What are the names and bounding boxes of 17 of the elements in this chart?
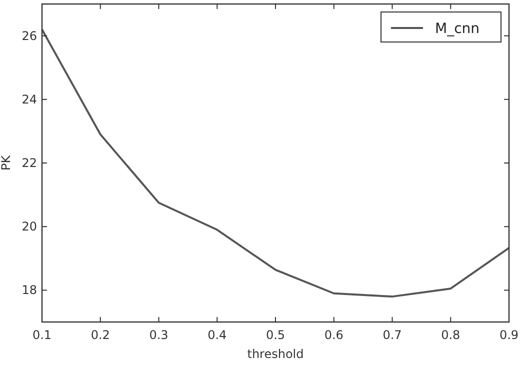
x-tick-label: 0.4 [208, 328, 227, 342]
x-axis-title: threshold [247, 347, 304, 361]
y-tick-label: 18 [22, 283, 37, 298]
y-axis-title: PK [0, 154, 13, 171]
x-tick-label: 0.8 [441, 328, 460, 342]
legend-label: M_cnn [435, 21, 480, 37]
x-tick-label: 0.7 [382, 328, 402, 342]
y-tick-label: 22 [22, 156, 37, 170]
x-tick-label: 0.1 [32, 328, 52, 342]
x-tick-label: 0.5 [266, 328, 286, 342]
y-tick-label: 20 [22, 220, 37, 234]
y-tick-label: 24 [22, 92, 37, 106]
x-tick-label: 0.3 [149, 328, 168, 342]
y-tick-label: 26 [22, 28, 37, 43]
x-tick-label: 0.6 [324, 328, 344, 342]
x-tick-label: 0.9 [499, 328, 519, 342]
x-tick-label: 0.2 [90, 328, 110, 342]
